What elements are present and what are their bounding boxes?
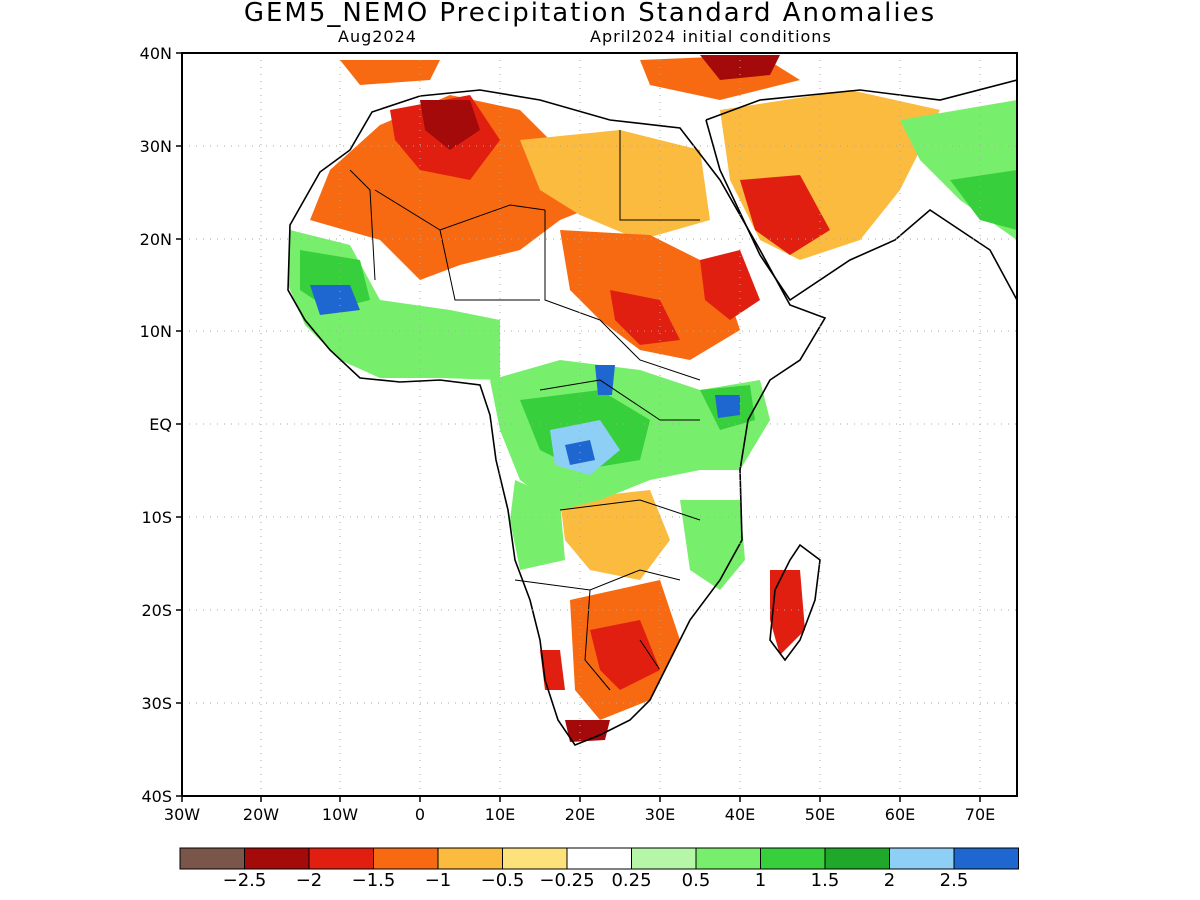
init-conditions-label: April2024 initial conditions <box>590 27 832 46</box>
colorbar-swatch <box>566 847 632 870</box>
colorbar-swatch <box>695 847 761 870</box>
lat-label: EQ <box>149 415 172 434</box>
country-borders <box>349 130 701 691</box>
lon-label: 70E <box>965 805 995 824</box>
colorbar-swatch <box>760 847 826 870</box>
dry-anomalies <box>310 55 940 742</box>
colorbar-label: 2 <box>884 870 895 891</box>
lon-label: 10W <box>322 805 358 824</box>
colorbar-label: −1.5 <box>352 870 396 891</box>
colorbar-label: 0.5 <box>682 870 711 891</box>
colorbar-label: −0.25 <box>539 870 594 891</box>
colorbar-swatch <box>824 847 890 870</box>
lon-label: 30W <box>164 805 200 824</box>
colorbar-label: 2.5 <box>940 870 969 891</box>
colorbar-swatch <box>502 847 568 870</box>
coastline-madagascar <box>769 543 821 662</box>
lat-label: 30S <box>141 694 172 713</box>
lon-label: 20W <box>243 805 279 824</box>
valid-month-label: Aug2024 <box>338 27 417 46</box>
lat-label: 20N <box>140 230 172 249</box>
lon-label: 10E <box>485 805 515 824</box>
colorbar-label: −0.5 <box>481 870 525 891</box>
wet-anomalies <box>288 100 1017 590</box>
colorbar-label: −1 <box>425 870 452 891</box>
colorbar-swatch <box>308 847 374 870</box>
colorbar-swatch <box>244 847 310 870</box>
lon-label: 40E <box>725 805 755 824</box>
latitude-labels: 40N 30N 20N 10N EQ 10S 20S 30S 40S <box>140 44 172 806</box>
lon-label: 0 <box>415 805 425 824</box>
longitude-labels: 30W 20W 10W 0 10E 20E 30E 40E 50E 60E 70… <box>164 805 995 824</box>
lat-label: 40S <box>141 787 172 806</box>
lat-label: 10N <box>140 322 172 341</box>
lon-label: 60E <box>885 805 915 824</box>
colorbar-swatch <box>631 847 697 870</box>
colorbar-swatch <box>437 847 503 870</box>
colorbar-label: 1.5 <box>811 870 840 891</box>
colorbar-swatch <box>889 847 955 870</box>
colorbar-swatch <box>953 847 1019 870</box>
colorbar-label: 1 <box>755 870 766 891</box>
colorbar-swatch <box>179 847 245 870</box>
colorbar-label: −2 <box>296 870 323 891</box>
colorbar-swatch <box>373 847 439 870</box>
coastline-arabia <box>705 79 1017 302</box>
lat-label: 30N <box>140 137 172 156</box>
lat-label: 10S <box>141 508 172 527</box>
lon-label: 20E <box>565 805 595 824</box>
axis-ticks <box>176 52 981 802</box>
lat-label: 20S <box>141 601 172 620</box>
colorbar-label: 0.25 <box>611 870 651 891</box>
lon-label: 50E <box>805 805 835 824</box>
lon-label: 30E <box>645 805 675 824</box>
colorbar-label: −2.5 <box>223 870 267 891</box>
coastline-africa <box>287 89 827 746</box>
colorbar: −2.5 −2 −1.5 −1 −0.5 −0.25 0.25 0.5 1 1.5 2 2.5 <box>179 847 1019 891</box>
graticule <box>182 53 1017 796</box>
lat-label: 40N <box>140 44 172 63</box>
map-title: GEM5_NEMO Precipitation Standard Anomali… <box>243 0 937 28</box>
